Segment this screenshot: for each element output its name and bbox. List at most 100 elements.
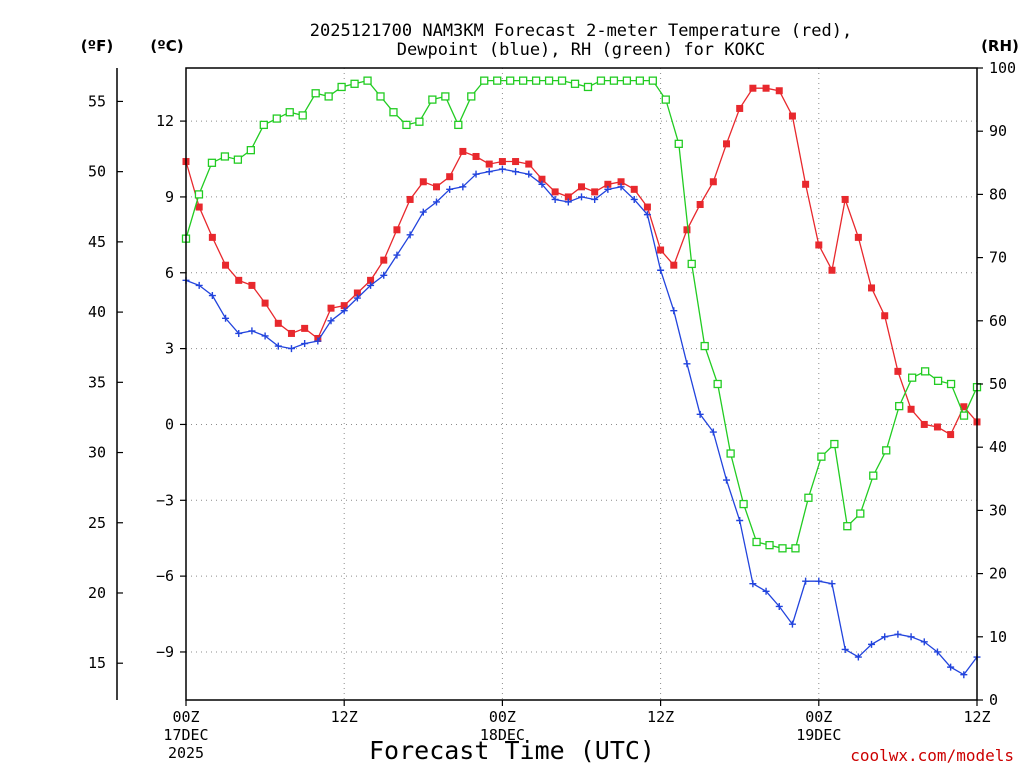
chart-title-line2: Dewpoint (blue), RH (green) for KOKC [397, 40, 765, 60]
temperature-point-53 [881, 312, 889, 320]
rh-point-40 [700, 341, 709, 351]
rh-point-8 [285, 108, 294, 117]
rh-point-15 [376, 92, 385, 101]
rh-point-60 [959, 411, 969, 420]
rh-point-59 [946, 379, 956, 389]
celsius-tick-label-6: −6 [156, 567, 174, 585]
rh-point-54 [882, 446, 891, 455]
rh-point-37 [661, 95, 670, 104]
temperature-point-49 [828, 266, 836, 274]
rh-point-35 [635, 76, 645, 85]
temperature-point-9 [301, 324, 309, 332]
dewpoint-point-7 [274, 342, 282, 350]
rh-point-56 [908, 373, 917, 382]
celsius-tick-label-1: 9 [165, 188, 174, 206]
rh-point-41 [713, 379, 722, 389]
rh-point-33 [609, 76, 619, 85]
rh-point-53 [869, 471, 878, 480]
rh-point-24 [493, 76, 502, 85]
dewpoint-point-57 [933, 648, 941, 656]
temperature-point-27 [538, 175, 546, 183]
temperature-point-22 [472, 152, 480, 160]
rh-point-46 [778, 544, 787, 553]
dewpoint-point-54 [894, 630, 902, 638]
fahrenheit-tick-label-1: 50 [88, 163, 106, 181]
rh-point-30 [570, 79, 580, 88]
rh-point-55 [895, 401, 904, 411]
dewpoint-point-29 [564, 198, 572, 206]
rh-point-26 [518, 76, 528, 85]
temperature-point-26 [525, 160, 533, 168]
temperature-point-52 [868, 284, 876, 292]
dewpoint-point-59 [960, 671, 968, 679]
chart-title-line1: 2025121700 NAM3KM Forecast 2-meter Tempe… [310, 21, 852, 41]
rh-point-7 [272, 114, 281, 123]
celsius-tick-label-3: 3 [165, 340, 174, 358]
temperature-point-31 [591, 188, 599, 196]
temperature-point-51 [854, 233, 862, 241]
rh-point-1 [194, 190, 204, 199]
dewpoint-point-22 [472, 170, 480, 178]
rh-point-13 [350, 79, 359, 88]
rh-point-29 [557, 76, 567, 85]
dewpoint-point-18 [419, 208, 427, 216]
rh-point-10 [311, 89, 320, 98]
x-tick-label-3: 12Z [647, 708, 674, 726]
dewpoint-point-55 [907, 633, 915, 641]
temperature-point-21 [459, 147, 467, 155]
x-tick-date-4: 19DEC [796, 726, 841, 744]
temperature-point-25 [512, 158, 520, 166]
dewpoint-point-13 [353, 294, 361, 302]
rh-point-16 [389, 108, 398, 117]
temperature-point-28 [551, 188, 559, 196]
x-tick-label-5: 12Z [963, 708, 990, 726]
rh-point-51 [843, 522, 852, 531]
dewpoint-point-8 [287, 345, 295, 353]
x-tick-year-0: 2025 [168, 744, 204, 762]
rh-tick-label-4: 60 [989, 312, 1007, 330]
temperature-point-4 [235, 276, 243, 284]
dewpoint-point-34 [630, 195, 638, 203]
dewpoint-point-33 [617, 183, 625, 191]
rh-point-19 [428, 95, 437, 104]
series-layer [181, 76, 982, 679]
temperature-point-56 [920, 420, 928, 428]
axes-layer: 129630−3−6−95550454035302520151009080706… [88, 59, 1016, 762]
dewpoint-point-3 [222, 314, 230, 322]
dewpoint-point-44 [762, 587, 770, 595]
dewpoint-point-9 [301, 340, 309, 348]
x-tick-label-2: 00Z [489, 708, 516, 726]
rh-point-2 [207, 158, 217, 167]
dewpoint-point-16 [393, 251, 401, 259]
dewpoint-series-line [185, 168, 978, 676]
celsius-tick-label-4: 0 [165, 415, 174, 433]
rh-point-22 [467, 92, 476, 101]
temperature-point-45 [775, 87, 783, 95]
dewpoint-point-12 [340, 307, 348, 315]
temperature-point-8 [287, 329, 295, 337]
rh-point-39 [687, 259, 696, 269]
rh-tick-label-9: 10 [989, 628, 1007, 646]
rh-point-17 [402, 120, 411, 130]
temperature-point-19 [432, 183, 440, 191]
dewpoint-point-47 [802, 577, 810, 585]
dewpoint-point-52 [868, 640, 876, 648]
temperature-point-30 [578, 183, 585, 191]
rh-point-11 [324, 92, 333, 101]
fahrenheit-tick-label-5: 30 [88, 444, 106, 462]
rh-point-20 [441, 92, 450, 101]
rh-tick-label-2: 80 [989, 185, 1007, 203]
rh-point-36 [648, 76, 657, 85]
rh-point-50 [830, 439, 839, 449]
dewpoint-point-45 [775, 602, 783, 610]
temperature-point-35 [643, 203, 651, 211]
dewpoint-point-51 [854, 653, 862, 661]
rh-point-4 [233, 155, 243, 164]
dewpoint-point-46 [788, 620, 796, 628]
dewpoint-point-2 [208, 292, 216, 300]
temperature-point-39 [696, 201, 704, 209]
temperature-point-12 [340, 302, 348, 310]
fahrenheit-tick-label-8: 15 [88, 654, 106, 672]
dewpoint-point-5 [248, 327, 256, 335]
dewpoint-point-20 [446, 185, 454, 193]
